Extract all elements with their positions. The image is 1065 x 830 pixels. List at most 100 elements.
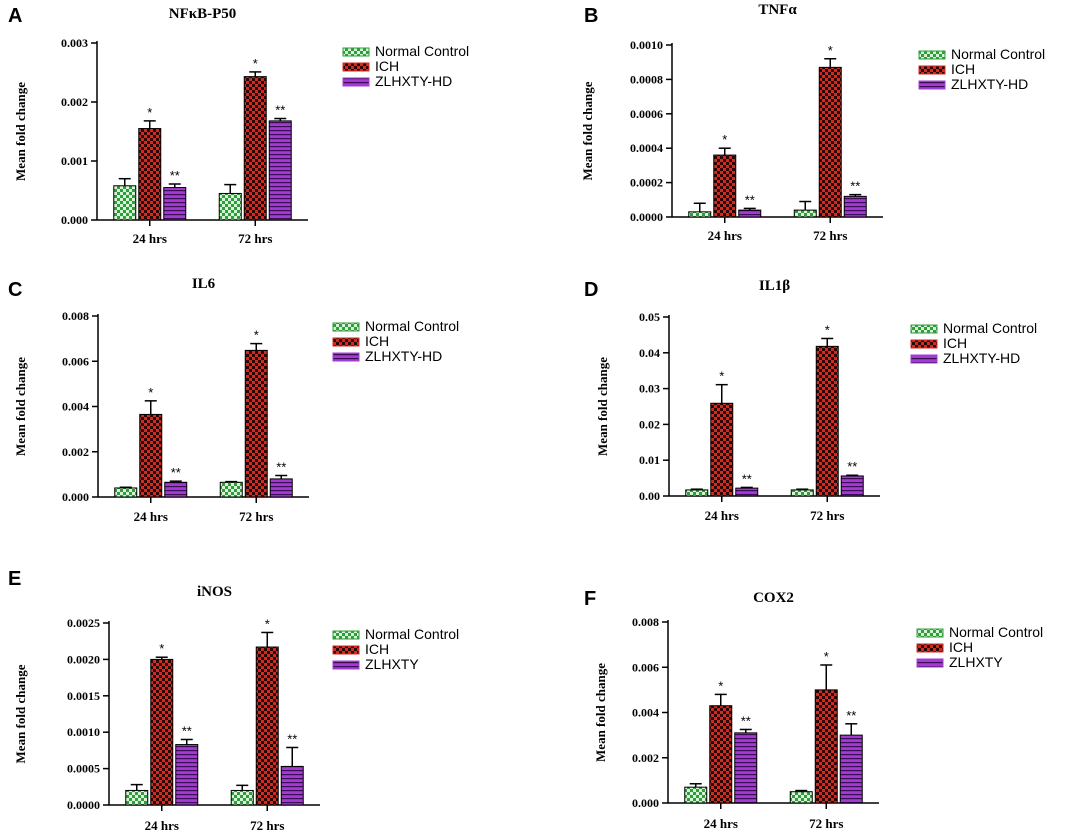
legend-swatch [910, 339, 938, 349]
y-tick-label: 0.002 [62, 445, 89, 459]
significance-label: * [265, 616, 270, 631]
bar-zlhxty-24hrs [175, 744, 199, 806]
bar-normal-control-24hrs [684, 786, 708, 804]
significance-label: ** [171, 465, 181, 480]
significance-label: ** [847, 459, 857, 474]
panel-letter: A [8, 5, 22, 27]
bar-zlhxty-24hrs [734, 732, 758, 804]
y-tick-label: 0.0002 [630, 176, 663, 190]
significance-label: * [159, 641, 164, 656]
legend-label: ICH [365, 641, 389, 657]
significance-label: * [722, 132, 727, 147]
bar-zlhxty-72hrs [839, 734, 863, 804]
legend-label: Normal Control [375, 43, 469, 59]
significance-label: * [719, 369, 724, 384]
legend-swatch [342, 47, 370, 57]
legend-swatch [332, 352, 360, 362]
significance-label: ** [276, 460, 286, 475]
x-tick-label: 72 hrs [239, 509, 273, 524]
bar-normal-control-24hrs [685, 489, 709, 497]
y-tick-label: 0.04 [639, 346, 660, 360]
panel-letter: F [584, 588, 596, 610]
bar-zlhxty-hd-24hrs [735, 487, 759, 497]
legend-label: ZLHXTY [365, 656, 419, 672]
y-axis-label: Mean fold change [13, 664, 28, 763]
significance-label: ** [275, 103, 285, 118]
significance-label: ** [287, 731, 297, 746]
y-tick-label: 0.0004 [630, 141, 663, 155]
chart-panel-f: F COX2 Mean fold change 0.000 0.002 0.004 0.00… [584, 588, 1043, 830]
chart-panel-d: D IL1β Mean fold change 0.00 0.01 0.02 0.03 0.0… [584, 278, 1037, 523]
legend-swatch [332, 322, 360, 332]
x-tick-label: 72 hrs [238, 231, 272, 246]
chart-panel-a: A NFκB-P50 Mean fold change 0.000 0.001 0.002… [8, 5, 469, 246]
legend-label: ZLHXTY-HD [375, 73, 452, 89]
bar-zlhxty-hd-24hrs [164, 481, 188, 498]
chart-panel-c: C IL6 Mean fold change 0.000 0.002 0.004 0.006… [8, 276, 459, 524]
y-tick-label: 0.006 [62, 354, 89, 368]
y-tick-label: 0.008 [62, 309, 89, 323]
y-tick-label: 0.05 [639, 310, 660, 324]
legend-label: ICH [365, 333, 389, 349]
legend-label: ZLHXTY-HD [943, 350, 1020, 366]
y-tick-label: 0.0005 [67, 762, 100, 776]
bar-ich-72hrs [815, 345, 839, 497]
bar-normal-control-24hrs [125, 789, 149, 806]
bar-zlhxty-hd-72hrs [840, 475, 864, 497]
bar-normal-control-72hrs [789, 791, 813, 804]
legend-label: ICH [951, 61, 975, 77]
x-tick-label: 72 hrs [809, 816, 843, 830]
y-tick-label: 0.0015 [67, 689, 100, 703]
significance-label: * [828, 43, 833, 58]
bar-ich-72hrs [243, 76, 267, 221]
legend-label: ICH [949, 639, 973, 655]
x-tick-label: 24 hrs [133, 231, 167, 246]
significance-label: ** [850, 179, 860, 194]
y-axis-label: Mean fold change [13, 82, 28, 181]
bar-normal-control-72hrs [219, 481, 243, 498]
y-tick-label: 0.003 [61, 36, 88, 50]
x-tick-label: 72 hrs [813, 228, 847, 243]
bar-ich-24hrs [139, 413, 163, 498]
x-tick-label: 72 hrs [810, 508, 844, 523]
significance-label: ** [745, 192, 755, 207]
panel-letter: D [584, 279, 598, 301]
bar-ich-24hrs [709, 705, 733, 804]
y-tick-label: 0.004 [632, 706, 659, 720]
y-tick-label: 0.0008 [630, 72, 663, 86]
y-tick-label: 0.000 [632, 796, 659, 810]
chart-panel-b: B TNFα Mean fold change 0.0000 0.0002 0.0004 0… [580, 2, 1045, 243]
y-tick-label: 0.0010 [67, 725, 100, 739]
panel-letter: B [584, 5, 598, 27]
x-tick-label: 24 hrs [145, 818, 179, 830]
legend-swatch [916, 658, 944, 668]
y-tick-label: 0.00 [639, 489, 660, 503]
legend-swatch [918, 80, 946, 90]
significance-label: * [253, 56, 258, 71]
significance-label: ** [182, 723, 192, 738]
legend-label: Normal Control [365, 626, 459, 642]
bar-normal-control-72hrs [218, 192, 242, 221]
x-tick-label: 24 hrs [704, 816, 738, 830]
y-tick-label: 0.008 [632, 615, 659, 629]
legend-label: ICH [375, 58, 399, 74]
x-tick-label: 24 hrs [705, 508, 739, 523]
chart-title: TNFα [758, 2, 797, 18]
bar-ich-72hrs [244, 349, 268, 498]
y-tick-label: 0.004 [62, 400, 89, 414]
bar-ich-72hrs [255, 646, 279, 806]
bar-normal-control-24hrs [114, 487, 138, 498]
bar-normal-control-72hrs [230, 789, 254, 806]
legend-swatch [918, 50, 946, 60]
legend-swatch [916, 643, 944, 653]
y-tick-label: 0.000 [61, 213, 88, 227]
y-tick-label: 0.0010 [630, 38, 663, 52]
y-tick-label: 0.0000 [67, 798, 100, 812]
significance-label: * [254, 328, 259, 343]
bar-zlhxty-hd-24hrs [738, 209, 762, 218]
significance-label: ** [742, 471, 752, 486]
legend-swatch [332, 337, 360, 347]
y-axis-label: Mean fold change [13, 357, 28, 456]
